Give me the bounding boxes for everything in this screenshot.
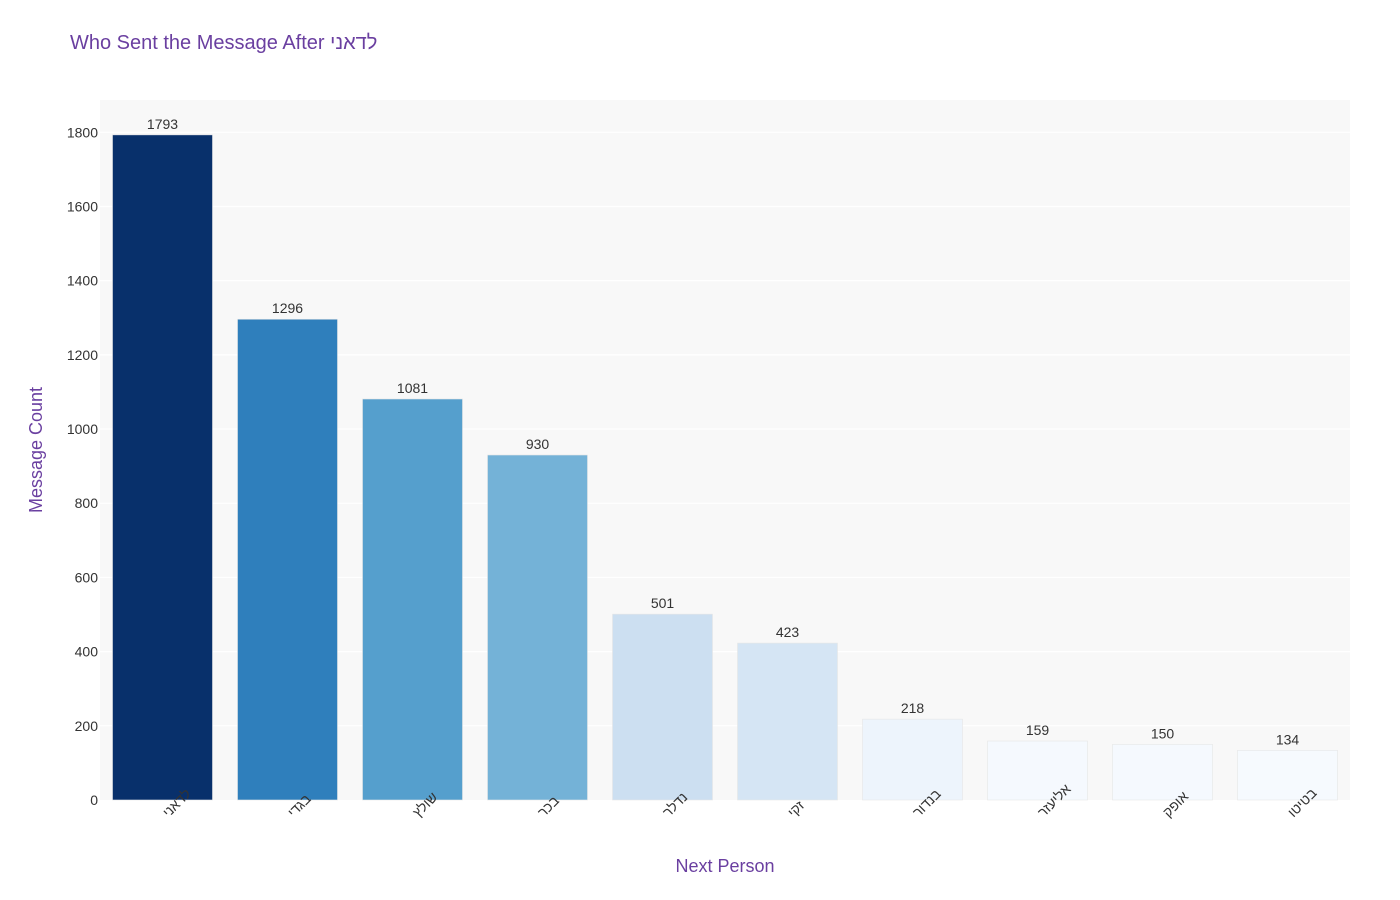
y-tick-label: 1000: [67, 421, 98, 437]
y-tick-label: 1200: [67, 347, 98, 363]
bar: [112, 134, 213, 801]
bar-labels: 1793 1296 1081 930 501 423 218 159 150 134: [147, 116, 1299, 747]
y-axis-ticks: 0 200 400 600 800 1000 1200 1400 1600 1800: [67, 124, 98, 808]
bar: [737, 642, 838, 801]
bar: [487, 454, 588, 801]
x-tick-label: זקי: [784, 797, 807, 820]
bar: [862, 718, 963, 801]
bar-value-label: 150: [1151, 725, 1175, 741]
y-tick-label: 0: [90, 792, 98, 808]
bar: [612, 613, 713, 801]
bar: [237, 318, 338, 801]
bar: [987, 740, 1088, 801]
y-tick-label: 1600: [67, 198, 98, 214]
bar-value-label: 501: [651, 595, 675, 611]
y-tick-label: 1800: [67, 124, 98, 140]
y-tick-label: 800: [75, 495, 99, 511]
bar-value-label: 1081: [397, 380, 428, 396]
y-axis-title: Message Count: [26, 387, 46, 513]
bar: [1112, 744, 1213, 801]
x-axis-title: Next Person: [675, 856, 774, 876]
bar: [1237, 749, 1338, 801]
bar-value-label: 1793: [147, 116, 178, 132]
y-tick-label: 1400: [67, 273, 98, 289]
bar-value-label: 159: [1026, 722, 1050, 738]
chart-title: Who Sent the Message After לדאני: [70, 32, 377, 54]
bar-value-label: 1296: [272, 300, 303, 316]
y-tick-label: 400: [75, 644, 99, 660]
y-tick-label: 600: [75, 569, 99, 585]
bar: [362, 398, 463, 801]
bar-value-label: 930: [526, 436, 550, 452]
y-tick-label: 200: [75, 718, 99, 734]
bar-value-label: 218: [901, 700, 925, 716]
bar-value-label: 134: [1276, 731, 1300, 747]
bar-value-label: 423: [776, 624, 800, 640]
bars: [112, 134, 1338, 801]
